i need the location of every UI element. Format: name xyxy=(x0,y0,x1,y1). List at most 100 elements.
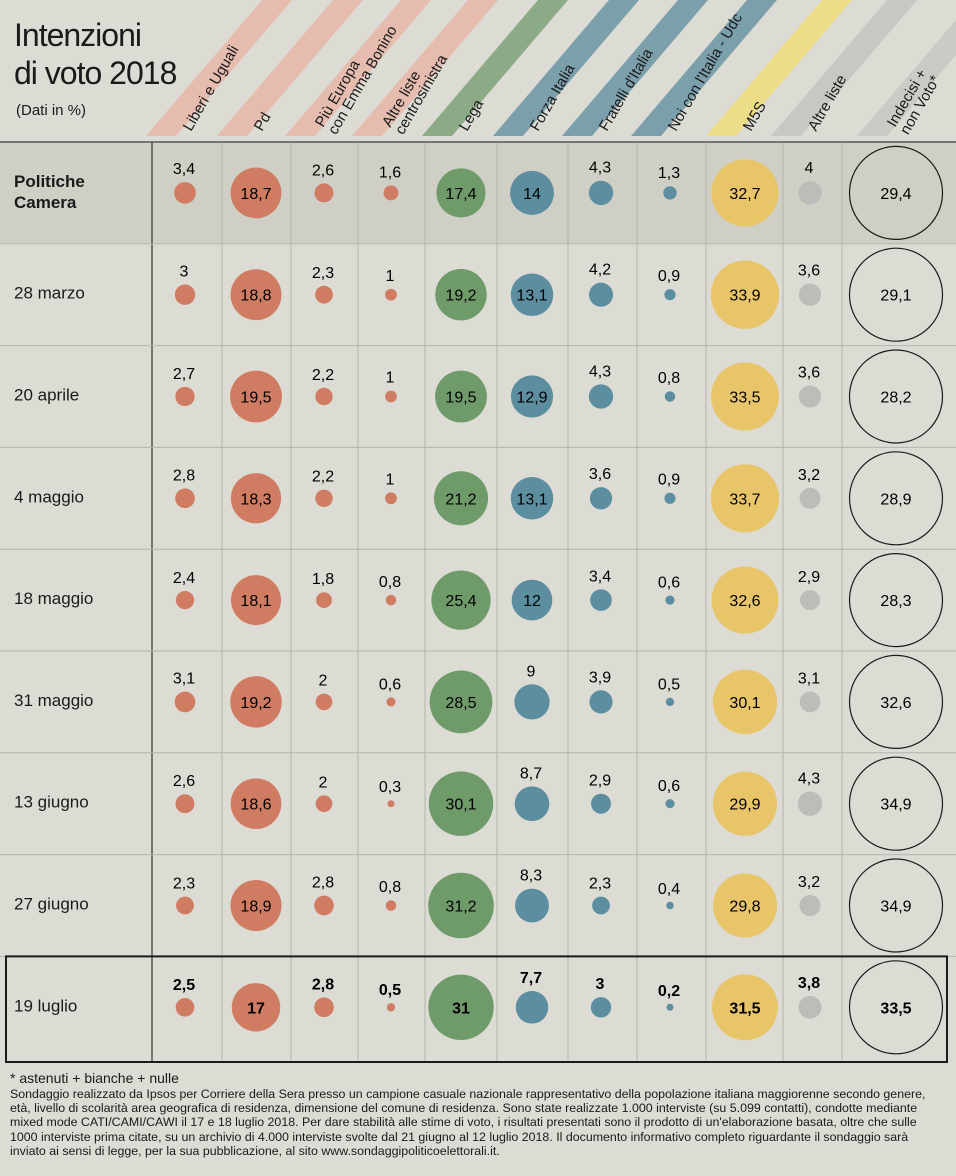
bubble-lega xyxy=(431,570,491,630)
footnote: * astenuti + bianche + nulle xyxy=(10,1070,179,1086)
bubble-piu xyxy=(315,489,333,508)
bubble-leu xyxy=(176,896,194,915)
value-label: 34,9 xyxy=(880,797,911,814)
value-label: 2,9 xyxy=(589,773,611,790)
value-label: 8,7 xyxy=(520,765,542,782)
value-label: 4,3 xyxy=(589,363,611,380)
value-label: 0,6 xyxy=(658,575,680,592)
bubble-leu xyxy=(175,488,195,509)
bubble-piu xyxy=(315,387,333,406)
bubble-indecisi xyxy=(848,552,944,648)
value-label: 19,2 xyxy=(240,695,271,712)
bubble-fdi xyxy=(589,690,613,714)
value-label: 13,1 xyxy=(516,491,547,508)
bubble-fdi xyxy=(590,589,612,611)
bubble-piu xyxy=(314,895,334,916)
value-label: 4,3 xyxy=(798,771,820,788)
row-label: 19 luglio xyxy=(14,996,77,1015)
value-label: 25,4 xyxy=(445,593,476,610)
value-label: 33,7 xyxy=(729,491,760,508)
value-label: 3,9 xyxy=(589,669,611,686)
bubble-pd xyxy=(230,778,282,830)
bubble-altre xyxy=(797,791,823,816)
value-label: 30,1 xyxy=(729,695,760,712)
value-label: 2,2 xyxy=(312,367,334,384)
value-label: 2,3 xyxy=(312,265,334,282)
value-label: 17,4 xyxy=(445,186,476,203)
bubble-indecisi xyxy=(848,145,944,240)
value-label: 0,6 xyxy=(658,778,680,795)
bubble-fi xyxy=(515,991,549,1024)
value-label: 1 xyxy=(386,471,395,488)
bubble-altrecs xyxy=(386,1003,396,1012)
value-label: 18,6 xyxy=(240,797,271,814)
column-label-pd: Pd xyxy=(251,110,275,134)
header-band-fdi xyxy=(562,0,708,136)
bubble-m5s xyxy=(712,669,778,735)
bubble-indecisi xyxy=(848,349,944,444)
value-label: 1 xyxy=(386,268,395,285)
bubble-fdi xyxy=(589,487,613,510)
last-row-box xyxy=(5,955,948,1064)
row-label: 4 maggio xyxy=(14,487,84,506)
value-label: 18,7 xyxy=(240,186,271,203)
bubble-m5s xyxy=(712,974,778,1041)
value-label: 2,3 xyxy=(589,876,611,893)
value-label: 0,4 xyxy=(658,881,680,898)
value-label: 17 xyxy=(247,1000,265,1017)
bubble-indecisi xyxy=(848,247,944,342)
bubble-piu xyxy=(315,693,333,711)
value-label: 29,8 xyxy=(729,899,760,916)
value-label: 4 xyxy=(805,160,814,177)
value-label: 32,6 xyxy=(880,695,911,712)
bubble-piu xyxy=(316,592,332,608)
value-label: 2,6 xyxy=(173,773,195,790)
bubble-lega xyxy=(428,771,494,836)
bubble-lega xyxy=(433,471,489,526)
value-label: 28,5 xyxy=(445,695,476,712)
bubble-nci xyxy=(665,799,675,809)
bubble-fi xyxy=(510,477,554,520)
bubble-altre xyxy=(798,995,822,1019)
value-label: 29,4 xyxy=(880,186,911,203)
bubble-altre xyxy=(800,590,820,611)
header-band-pd xyxy=(217,0,363,136)
bubble-altre xyxy=(798,385,822,408)
value-label: 3,1 xyxy=(173,671,195,688)
value-label: 31,5 xyxy=(729,1000,760,1017)
value-label: 0,5 xyxy=(379,982,401,999)
value-label: 3,1 xyxy=(798,671,820,688)
value-label: 3,6 xyxy=(589,466,611,483)
bubble-altre xyxy=(798,181,822,205)
value-label: 0,3 xyxy=(379,779,401,796)
header-band-indecisi xyxy=(857,19,956,136)
value-label: 0,9 xyxy=(658,268,680,285)
row-label: 18 maggio xyxy=(14,589,93,608)
value-label: 8,3 xyxy=(520,868,542,885)
bubble-lega xyxy=(428,872,494,939)
bubble-pd xyxy=(230,473,282,524)
value-label: 32,6 xyxy=(729,593,760,610)
bubble-nci xyxy=(664,391,676,402)
value-label: 1,6 xyxy=(379,164,401,181)
value-label: 0,6 xyxy=(379,676,401,693)
header-band-m5s xyxy=(706,0,852,136)
value-label: 28,2 xyxy=(880,390,911,407)
value-label: 2 xyxy=(319,774,328,791)
header-band-altrecs xyxy=(352,0,498,136)
value-label: 31,2 xyxy=(445,899,476,916)
bubble-m5s xyxy=(711,566,779,634)
value-label: 0,8 xyxy=(379,574,401,591)
bubble-m5s xyxy=(711,159,779,227)
value-label: 28,3 xyxy=(880,593,911,610)
bubble-nci xyxy=(664,289,676,301)
value-label: 33,5 xyxy=(880,1000,911,1017)
chart-subtitle: (Dati in %) xyxy=(16,102,87,119)
value-label: 4,2 xyxy=(589,262,611,279)
chart-title: Intenzioni di voto 2018 xyxy=(14,16,177,92)
value-label: 19,2 xyxy=(445,288,476,305)
header-band-altre xyxy=(771,0,917,136)
bubble-nci xyxy=(666,901,674,910)
bubble-piu xyxy=(314,183,334,203)
bubble-indecisi xyxy=(848,654,944,750)
